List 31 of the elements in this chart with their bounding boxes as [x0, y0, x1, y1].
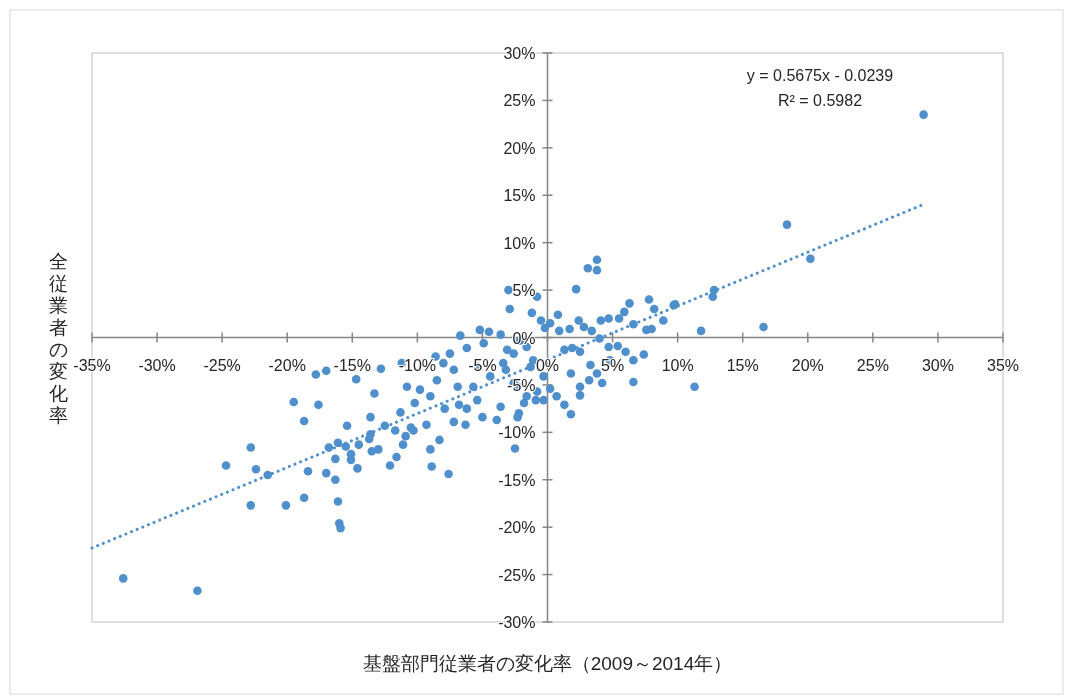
x-tick-label: 0%: [535, 356, 560, 374]
x-tick-label: 20%: [791, 356, 824, 374]
x-tick-label: -35%: [73, 356, 111, 374]
x-tick-label: 35%: [986, 356, 1020, 374]
x-axis-title: 基盤部門従業者の変化率（2009～2014年）: [362, 653, 733, 674]
y-tick-label: 0%: [512, 329, 536, 347]
x-tick-label: 30%: [921, 356, 954, 374]
y-tick-label: -25%: [498, 566, 536, 584]
x-tick-label: 25%: [856, 356, 889, 374]
y-tick-label: 30%: [503, 45, 536, 62]
x-tick-label: -20%: [268, 356, 306, 374]
annotation: y = 0.5675x - 0.0239: [746, 67, 894, 84]
y-tick-label: 20%: [503, 139, 536, 157]
y-tick-label: 25%: [503, 92, 536, 110]
y-tick-label: 5%: [512, 282, 536, 300]
y-axis-title: 全従業者の変化率: [48, 251, 68, 426]
x-tick-label: 5%: [601, 356, 625, 374]
y-tick-label: 15%: [503, 187, 536, 205]
x-tick-label: 10%: [661, 356, 694, 374]
x-tick-label: -25%: [203, 356, 241, 374]
annotation: R² = 0.5982: [777, 92, 863, 109]
x-tick-label: -30%: [138, 356, 176, 374]
x-tick-label: 15%: [726, 356, 759, 374]
y-tick-label: -15%: [498, 471, 536, 489]
x-tick-label: -10%: [398, 356, 437, 374]
y-tick-label: 10%: [503, 234, 536, 252]
y-tick-label: -30%: [498, 614, 536, 631]
y-tick-label: -20%: [498, 519, 536, 537]
x-tick-label: -15%: [333, 356, 371, 374]
x-tick-label: -5%: [468, 356, 497, 374]
y-tick-label: -10%: [498, 424, 536, 442]
